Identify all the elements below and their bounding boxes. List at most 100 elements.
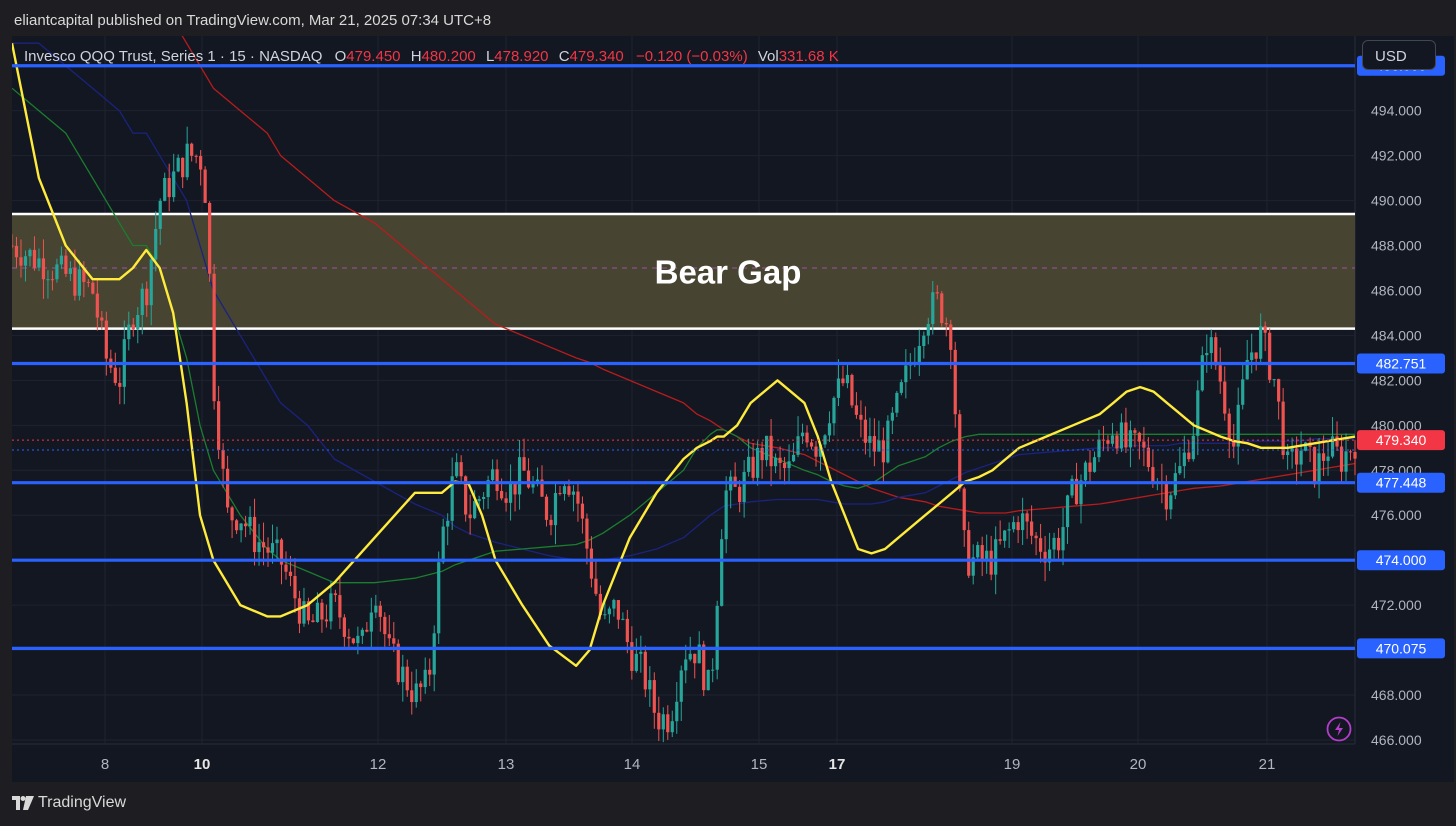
candle-body xyxy=(1250,352,1254,360)
chart-panel[interactable]: 496.000494.000492.000490.000488.000486.0… xyxy=(12,36,1454,782)
candle-body xyxy=(154,228,158,260)
candle-body xyxy=(1021,513,1025,531)
ema-blue-line xyxy=(12,42,1355,561)
candle-body xyxy=(706,669,710,691)
candle-body xyxy=(571,491,576,495)
candle-body xyxy=(203,169,207,203)
candle-body xyxy=(652,680,656,713)
candle-body xyxy=(306,601,311,621)
candle-body xyxy=(158,200,162,229)
candle-body xyxy=(1317,453,1321,485)
candle-body xyxy=(365,629,369,632)
candle-body xyxy=(163,177,167,201)
candle-body xyxy=(940,293,944,324)
candle-body xyxy=(248,516,252,527)
candle-body xyxy=(1133,430,1137,433)
y-tick-label: 490.000 xyxy=(1371,193,1422,209)
x-tick-label: 14 xyxy=(624,756,641,773)
candle-body xyxy=(1344,451,1348,472)
candle-body xyxy=(994,539,998,575)
candle-body xyxy=(760,447,764,461)
candle-body xyxy=(782,462,787,469)
candle-body xyxy=(95,293,99,318)
candle-body xyxy=(800,432,805,437)
candle-body xyxy=(320,602,324,620)
candle-body xyxy=(931,292,935,325)
candle-body xyxy=(1025,513,1029,522)
candle-body xyxy=(854,405,859,415)
candle-body xyxy=(1303,442,1308,451)
candlestick-chart[interactable]: 496.000494.000492.000490.000488.000486.0… xyxy=(12,36,1454,782)
candle-body xyxy=(1277,379,1281,402)
candle-body xyxy=(396,643,400,683)
candle-body xyxy=(1227,413,1231,441)
candle-body xyxy=(567,486,571,495)
candle-body xyxy=(1115,435,1119,449)
volume-value: 331.68 K xyxy=(778,48,839,65)
candle-body xyxy=(194,155,198,157)
candle-body xyxy=(1218,365,1222,382)
currency-button[interactable]: USD xyxy=(1362,40,1436,70)
candle-body xyxy=(958,414,962,489)
candle-body xyxy=(935,292,939,294)
candle-body xyxy=(1286,451,1290,455)
candle-body xyxy=(1151,467,1155,484)
candle-body xyxy=(666,714,670,733)
candle-body xyxy=(688,653,692,660)
y-tick-label: 486.000 xyxy=(1371,282,1422,298)
candle-body xyxy=(508,483,513,503)
publisher-line: eliantcapital published on TradingView.c… xyxy=(14,12,492,29)
candle-body xyxy=(1205,353,1209,356)
candle-body xyxy=(796,436,800,455)
candle-body xyxy=(275,539,279,544)
close-label: C xyxy=(558,48,570,65)
x-tick-label: 13 xyxy=(498,756,515,773)
candle-body xyxy=(504,498,508,503)
candle-body xyxy=(823,435,827,445)
candle-body xyxy=(724,490,728,540)
candle-body xyxy=(113,367,117,383)
candle-body xyxy=(589,548,594,579)
candle-body xyxy=(1187,452,1191,460)
candle-body xyxy=(212,273,216,402)
candle-body xyxy=(293,575,297,599)
high-value: 480.200 xyxy=(421,48,476,65)
candle-body xyxy=(1321,453,1326,461)
candle-body xyxy=(594,578,598,594)
candle-body xyxy=(1232,440,1236,447)
candle-body xyxy=(742,471,746,503)
candle-body xyxy=(50,279,55,281)
candle-body xyxy=(1196,390,1200,436)
candle-body xyxy=(387,634,391,639)
candle-body xyxy=(91,282,95,294)
candle-body xyxy=(284,564,288,572)
candle-body xyxy=(208,202,212,274)
candle-body xyxy=(23,256,28,266)
candle-body xyxy=(881,440,885,463)
candle-body xyxy=(585,518,589,549)
candle-body xyxy=(886,420,890,463)
candle-body xyxy=(392,638,396,644)
y-tick-label: 476.000 xyxy=(1371,507,1422,523)
candle-body xyxy=(971,557,975,576)
level-price-label: 482.751 xyxy=(1376,356,1427,372)
level-price-tag xyxy=(1357,638,1445,659)
y-tick-label: 484.000 xyxy=(1371,327,1422,343)
y-tick-label: 466.000 xyxy=(1371,732,1422,748)
candle-body xyxy=(234,520,239,531)
candle-body xyxy=(576,491,580,504)
candle-body xyxy=(315,602,320,623)
candle-body xyxy=(100,317,104,321)
tradingview-logo[interactable]: TradingView xyxy=(12,794,126,812)
candle-body xyxy=(464,476,468,515)
low-label: L xyxy=(485,48,495,65)
lightning-icon[interactable] xyxy=(1326,716,1352,742)
candle-body xyxy=(1335,436,1339,447)
candle-body xyxy=(670,721,674,733)
x-tick-label: 17 xyxy=(829,756,846,773)
top-bar: eliantcapital published on TradingView.c… xyxy=(0,0,1456,36)
candle-body xyxy=(1061,527,1065,551)
candle-body xyxy=(904,365,908,383)
level-price-label: 470.075 xyxy=(1376,640,1427,656)
candle-body xyxy=(634,653,638,671)
